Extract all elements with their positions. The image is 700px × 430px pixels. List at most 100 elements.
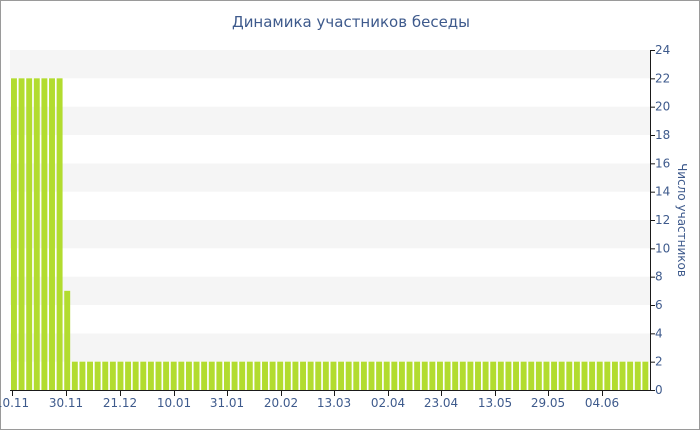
bar <box>87 361 93 390</box>
bar <box>604 361 611 390</box>
x-tick-label: 31.01 <box>210 396 244 410</box>
bar <box>231 361 238 390</box>
bar <box>56 78 63 390</box>
x-tick-label: 13.05 <box>478 396 512 410</box>
bar <box>140 361 147 390</box>
y-tick-label: 6 <box>655 298 663 312</box>
bar <box>125 361 132 390</box>
x-tick-label: 02.04 <box>371 396 405 410</box>
y-tick-label: 12 <box>655 213 670 227</box>
bar <box>132 361 139 390</box>
bar <box>611 361 618 390</box>
bar <box>322 361 329 390</box>
bar <box>94 361 101 390</box>
bar <box>573 361 580 390</box>
y-tick-label: 0 <box>655 383 663 397</box>
bar <box>284 361 291 390</box>
bar <box>338 361 345 390</box>
y-tick-label: 20 <box>655 100 670 114</box>
grid-band <box>10 361 650 390</box>
grid-band <box>10 50 650 79</box>
y-tick-label: 18 <box>655 128 670 142</box>
bar <box>437 361 443 390</box>
bar <box>277 361 284 390</box>
bar <box>482 361 489 390</box>
bar <box>246 361 253 390</box>
bar <box>391 361 398 390</box>
bar <box>269 361 276 390</box>
bar <box>376 361 383 390</box>
x-tick-label: 29.05 <box>531 396 565 410</box>
y-tick-label: 4 <box>655 326 663 340</box>
bar <box>345 361 352 390</box>
bar <box>64 290 71 390</box>
x-tick-label: 10.01 <box>157 396 191 410</box>
bar <box>497 361 504 390</box>
bar <box>467 361 474 390</box>
bar <box>201 361 208 390</box>
bar <box>117 361 124 390</box>
grid-band <box>10 276 650 305</box>
bar <box>33 78 40 390</box>
bar <box>170 361 177 390</box>
bar <box>315 361 322 390</box>
bar <box>208 361 215 390</box>
grid-band <box>10 333 650 362</box>
grid-band <box>10 191 650 220</box>
y-tick-label: 22 <box>655 71 670 85</box>
bar <box>642 361 649 390</box>
bar <box>543 361 550 390</box>
x-tick-label: 30.11 <box>49 396 83 410</box>
bar <box>528 361 535 390</box>
bar <box>79 361 86 390</box>
bar <box>239 361 246 390</box>
bar <box>292 361 299 390</box>
bar <box>49 78 55 390</box>
bar <box>178 361 185 390</box>
y-tick-label: 16 <box>655 156 670 170</box>
bar <box>475 361 481 390</box>
x-tick-label: 21.12 <box>103 396 137 410</box>
bar <box>414 361 421 390</box>
bar <box>353 361 360 390</box>
grid-band <box>10 305 650 334</box>
y-tick-label: 2 <box>655 355 663 369</box>
grid-band <box>10 248 650 277</box>
bar <box>26 78 33 390</box>
bar <box>406 361 413 390</box>
bar <box>627 361 634 390</box>
grid-band <box>10 135 650 164</box>
y-axis-label: Число участников <box>675 163 689 277</box>
bar <box>535 361 542 390</box>
bars <box>11 78 649 390</box>
grid-band <box>10 78 650 107</box>
bar <box>452 361 459 390</box>
x-tick-label: 10.11 <box>0 396 29 410</box>
bar <box>421 361 428 390</box>
x-tick-label: 20.02 <box>264 396 298 410</box>
bar <box>558 361 565 390</box>
bar <box>444 361 451 390</box>
bar <box>71 361 78 390</box>
grid-bands <box>10 50 650 390</box>
grid-band <box>10 220 650 249</box>
bar <box>490 361 497 390</box>
x-tick-label: 04.06 <box>585 396 619 410</box>
bar <box>513 361 519 390</box>
bar <box>163 361 170 390</box>
bar <box>193 361 200 390</box>
y-tick-label: 24 <box>655 43 670 57</box>
bar <box>147 361 154 390</box>
bar <box>368 361 375 390</box>
bar <box>254 361 261 390</box>
bar <box>11 78 17 390</box>
bar <box>398 361 405 390</box>
grid-band <box>10 163 650 192</box>
bar <box>634 361 641 390</box>
bar <box>307 361 314 390</box>
bar <box>216 361 223 390</box>
bar <box>459 361 466 390</box>
bar <box>330 361 337 390</box>
